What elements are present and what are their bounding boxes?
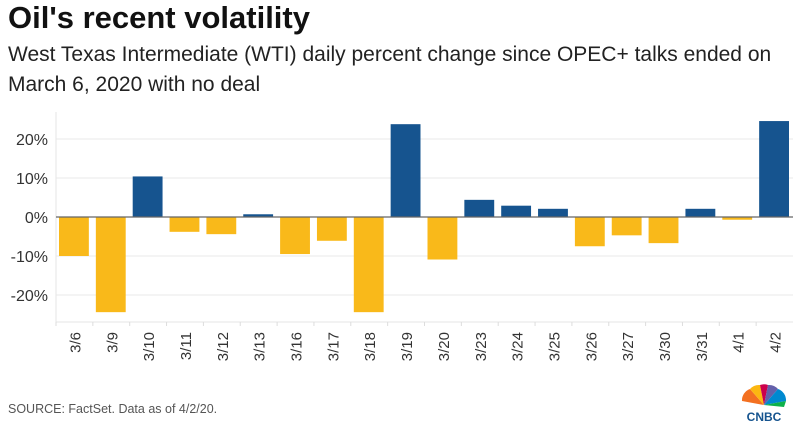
bar [464,199,495,217]
source-note: SOURCE: FactSet. Data as of 4/2/20. [8,402,218,416]
x-tick-label: 3/17 [325,332,342,361]
y-tick-label: -10% [11,249,48,266]
bar [538,208,568,217]
bar [611,217,642,236]
y-tick-label: 0% [25,210,48,227]
bar-chart: 20% 10% 0% -10% -20% 3/6 3/9 3/10 3/11 3/12 3/13 3/… [11,112,793,361]
x-tick-label: 3/23 [473,332,490,361]
x-tick-label: 3/24 [510,332,527,361]
bar [206,217,237,235]
x-tick-label: 3/20 [436,332,453,361]
bar [648,217,679,244]
chart-subtitle: West Texas Intermediate (WTI) daily perc… [8,43,772,96]
bar [722,217,753,220]
x-tick-label: 3/10 [141,332,158,361]
y-tick-label: 20% [16,132,48,149]
chart-title: Oil's recent volatility [8,0,310,35]
bar [390,124,421,217]
bar [243,214,274,217]
y-tick-label: -20% [11,288,48,305]
bar [574,217,605,247]
x-tick-label: 3/12 [215,332,232,361]
bar [59,217,89,256]
bar [95,217,126,313]
x-tick-label: 3/27 [620,332,637,361]
bar [169,217,200,232]
x-tick-label: 4/2 [768,332,785,353]
x-tick-label: 3/9 [104,332,121,353]
y-tick-label: 10% [16,171,48,188]
bar [685,208,716,217]
cnbc-peacock-logo: CNBC [741,384,787,424]
x-tick-label: 3/19 [399,332,416,361]
bar [427,217,458,260]
bar [501,205,532,217]
x-tick-label: 3/18 [362,332,379,361]
x-tick-label: 3/26 [583,332,600,361]
svg-text:CNBC: CNBC [747,410,782,424]
bar [759,121,789,217]
x-tick-label: 3/16 [289,332,306,361]
x-tick-label: 3/11 [178,332,195,360]
bar [353,217,384,313]
x-tick-label: 3/6 [67,332,84,353]
bar [132,176,163,217]
x-tick-label: 4/1 [731,332,748,353]
x-tick-label: 3/25 [546,332,563,361]
x-tick-label: 3/13 [252,332,269,361]
x-tick-label: 3/30 [657,332,674,361]
x-tick-label: 3/31 [694,332,711,361]
bar [280,217,310,255]
bar [316,217,347,241]
